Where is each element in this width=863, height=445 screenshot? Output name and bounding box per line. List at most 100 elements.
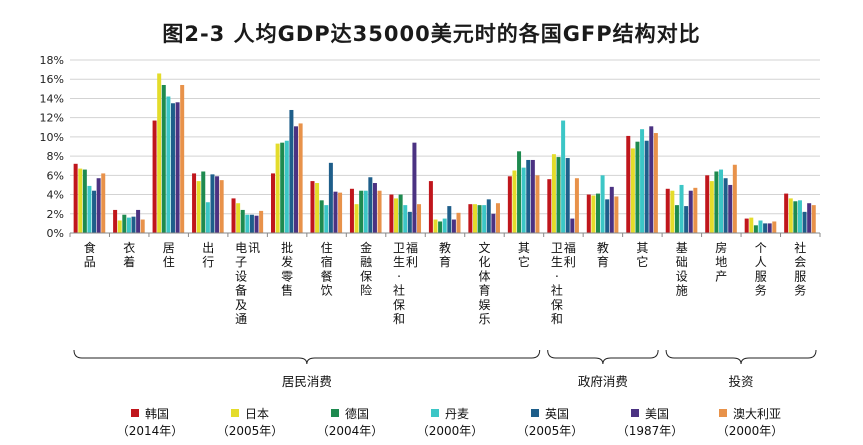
bar bbox=[530, 159, 535, 233]
category-label: 文化体育娱乐 bbox=[478, 240, 490, 326]
bar bbox=[456, 212, 461, 233]
y-tick-label: 16% bbox=[40, 73, 64, 86]
bar bbox=[472, 204, 477, 233]
bar bbox=[438, 221, 443, 233]
legend-series-year: （2005年） bbox=[516, 424, 584, 438]
y-tick-label: 10% bbox=[40, 131, 64, 144]
y-tick-label: 12% bbox=[40, 112, 64, 125]
bar bbox=[219, 180, 224, 233]
category-label: 电子设备及通讯 bbox=[235, 241, 260, 326]
bar bbox=[333, 191, 338, 233]
bar bbox=[807, 203, 812, 233]
bar bbox=[324, 205, 329, 233]
bar bbox=[788, 198, 793, 233]
group-label: 政府消费 bbox=[578, 374, 628, 389]
bar bbox=[591, 195, 596, 233]
legend-series-year: （2005年） bbox=[216, 424, 284, 438]
bar bbox=[271, 173, 276, 233]
bar bbox=[245, 214, 250, 233]
bar bbox=[359, 190, 364, 233]
bar bbox=[693, 187, 698, 233]
bar bbox=[354, 204, 359, 233]
y-tick-label: 2% bbox=[47, 208, 64, 221]
bar bbox=[477, 205, 482, 233]
group-brackets: 居民消费 政府消费 投资 bbox=[73, 349, 817, 389]
legend-swatch bbox=[230, 409, 239, 417]
y-tick-label: 0% bbox=[47, 227, 64, 240]
bar bbox=[574, 178, 579, 233]
category-label: 卫生·社保和福利 bbox=[551, 240, 576, 326]
bar bbox=[175, 102, 180, 233]
legend-item: 澳大利亚 （2000年） bbox=[700, 404, 800, 440]
bar bbox=[166, 96, 171, 234]
legend-series-name: 澳大利亚 bbox=[732, 406, 781, 421]
legend-series-year: （2000年） bbox=[416, 424, 484, 438]
legend-series-year: （2014年） bbox=[116, 424, 184, 438]
legend-item: 德国 （2004年） bbox=[300, 404, 400, 440]
bar bbox=[136, 209, 141, 233]
bar bbox=[679, 184, 684, 233]
category-label: 住宿餐饮 bbox=[321, 241, 333, 298]
bar bbox=[338, 192, 343, 233]
bar bbox=[653, 133, 658, 233]
bar bbox=[284, 140, 289, 233]
bar bbox=[570, 218, 575, 233]
legend-swatch bbox=[430, 409, 439, 417]
bar bbox=[73, 163, 78, 233]
bar bbox=[231, 198, 236, 233]
legend-swatch bbox=[630, 409, 639, 417]
bar bbox=[205, 202, 210, 233]
bar bbox=[315, 183, 320, 233]
legend-series-name: 丹麦 bbox=[444, 406, 469, 421]
bar bbox=[117, 220, 122, 233]
category-label: 教育 bbox=[439, 240, 451, 269]
group-label: 投资 bbox=[729, 374, 754, 389]
bar bbox=[565, 158, 570, 233]
bar bbox=[407, 211, 412, 233]
group-bracket bbox=[547, 349, 659, 365]
bar bbox=[398, 194, 403, 233]
bar bbox=[732, 164, 737, 233]
bar bbox=[140, 219, 145, 233]
bar bbox=[688, 190, 693, 233]
category-label: 基础设施 bbox=[676, 241, 688, 298]
bar bbox=[728, 184, 733, 233]
bar bbox=[310, 181, 315, 233]
legend-item: 美国 （1987年） bbox=[600, 404, 700, 440]
bar bbox=[709, 181, 714, 233]
legend-series-year: （2000年） bbox=[716, 424, 784, 438]
bar bbox=[614, 196, 619, 233]
bar bbox=[526, 159, 531, 233]
bar bbox=[547, 179, 552, 233]
category-label: 衣着 bbox=[123, 240, 135, 269]
category-label: 教育 bbox=[597, 240, 609, 269]
bar bbox=[210, 174, 215, 233]
legend-item: 韩国 （2014年） bbox=[100, 404, 200, 440]
category-label: 居住 bbox=[163, 241, 175, 269]
bar bbox=[236, 203, 241, 233]
legend-item: 丹麦 （2000年） bbox=[400, 404, 500, 440]
bar bbox=[92, 190, 97, 233]
bar bbox=[192, 173, 197, 233]
bar bbox=[749, 217, 754, 233]
bar bbox=[556, 157, 561, 233]
bar bbox=[368, 177, 373, 233]
bar bbox=[377, 190, 382, 233]
category-label: 卫生·社保和福利 bbox=[393, 240, 418, 326]
bar bbox=[517, 151, 522, 233]
bar bbox=[82, 169, 87, 233]
bar bbox=[126, 217, 131, 233]
bar bbox=[161, 84, 166, 234]
y-tick-label: 8% bbox=[47, 150, 64, 163]
bar bbox=[665, 188, 670, 233]
bar bbox=[772, 221, 777, 233]
bar bbox=[412, 142, 417, 233]
bar bbox=[196, 181, 201, 233]
legend-series-name: 日本 bbox=[244, 406, 269, 421]
y-tick-label: 18% bbox=[40, 54, 64, 67]
bar bbox=[328, 162, 333, 233]
y-tick-label: 4% bbox=[47, 189, 64, 202]
legend-series-year: （2004年） bbox=[316, 424, 384, 438]
bar bbox=[793, 201, 798, 233]
bar bbox=[394, 198, 399, 233]
